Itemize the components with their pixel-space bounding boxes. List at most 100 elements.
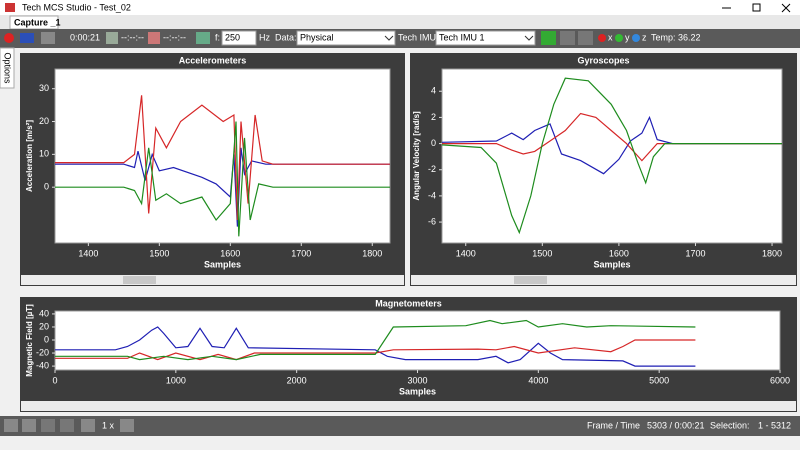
x-tick-label: 1400 <box>456 248 476 258</box>
data-line <box>55 319 696 361</box>
stop-button[interactable] <box>20 33 34 43</box>
play-button[interactable] <box>4 419 18 432</box>
scroll-thumb[interactable] <box>123 276 156 284</box>
window-title: Tech MCS Studio - Test_02 <box>22 2 131 12</box>
loop-button[interactable] <box>41 419 55 432</box>
data-line <box>441 77 782 235</box>
y-axis-label: Acceleration [m/s²] <box>25 120 34 192</box>
scrollbar[interactable] <box>411 275 796 285</box>
y-tick-label: 20 <box>39 321 49 331</box>
options-label[interactable]: Options <box>3 52 13 84</box>
x-indicator[interactable] <box>598 34 606 42</box>
plot-area <box>54 68 391 244</box>
x-tick-label: 1500 <box>532 248 552 258</box>
imu-value[interactable]: Tech IMU 1 <box>439 32 485 42</box>
data-line <box>55 121 390 237</box>
imu-dropdown[interactable] <box>435 30 536 46</box>
save-button[interactable] <box>41 32 55 44</box>
selection-label: Selection: <box>710 420 750 430</box>
x-tick-label: 1500 <box>149 248 169 258</box>
y-tick-label: 30 <box>39 83 49 93</box>
freq-value[interactable]: 250 <box>225 32 240 42</box>
data-label: Data: <box>275 32 297 42</box>
data-dropdown[interactable] <box>296 30 396 46</box>
y-tick-label: -4 <box>428 190 436 200</box>
chart-title: Gyroscopes <box>577 55 629 65</box>
x-axis-label: Samples <box>593 259 630 269</box>
axis-z-label: z <box>642 32 647 42</box>
y-tick-label: 2 <box>431 112 436 122</box>
imu-label: Tech IMU: <box>398 32 439 42</box>
x-tick-label: 1600 <box>220 248 240 258</box>
selection-value: 1 - 5312 <box>758 420 791 430</box>
data-line <box>55 326 696 367</box>
freq-icon[interactable] <box>196 32 210 44</box>
sensor-button[interactable] <box>541 31 556 45</box>
y-indicator[interactable] <box>615 34 623 42</box>
title-bar <box>0 0 800 15</box>
zoom-out-button[interactable] <box>81 419 95 432</box>
y-tick-label: 4 <box>431 86 436 96</box>
x-axis-label: Samples <box>204 259 241 269</box>
end-icon[interactable] <box>148 32 160 44</box>
x-tick-label: 4000 <box>528 375 548 385</box>
sync-button[interactable] <box>60 419 74 432</box>
freq-input[interactable] <box>221 30 257 46</box>
x-tick-label: 1800 <box>762 248 782 258</box>
z-indicator[interactable] <box>632 34 640 42</box>
x-tick-label: 2000 <box>287 375 307 385</box>
y-tick-label: -2 <box>428 164 436 174</box>
sensor-button[interactable] <box>560 31 575 45</box>
x-tick-label: 1800 <box>362 248 382 258</box>
y-tick-label: 0 <box>44 334 49 344</box>
status-bar <box>0 416 800 436</box>
y-tick-label: 40 <box>39 308 49 318</box>
y-axis-label: Magnetic Field [µT] <box>25 304 34 377</box>
y-tick-label: 0 <box>431 138 436 148</box>
scrollbar[interactable] <box>21 275 404 285</box>
end-time: --:--:-- <box>163 32 186 42</box>
axis-x-label: x <box>608 32 613 42</box>
sensor-button[interactable] <box>578 31 593 45</box>
maximize-button[interactable] <box>752 3 761 12</box>
data-line <box>441 115 782 175</box>
data-line <box>442 112 782 162</box>
zoom-in-button[interactable] <box>120 419 134 432</box>
dropdown-arrow <box>524 35 534 41</box>
plot-area <box>441 68 783 244</box>
x-tick-label: 1000 <box>166 375 186 385</box>
scrollbar[interactable] <box>21 401 796 411</box>
x-tick-label: 1700 <box>685 248 705 258</box>
frame-label: Frame / Time <box>587 420 640 430</box>
frame-value: 5303 / 0:00:21 <box>647 420 705 430</box>
close-button[interactable] <box>781 3 791 13</box>
scroll-thumb[interactable] <box>514 276 547 284</box>
options-tab[interactable] <box>0 47 15 89</box>
x-tick-label: 3000 <box>407 375 427 385</box>
y-axis-label: Angular Velocity [rad/s] <box>412 111 421 201</box>
x-tick-label: 6000 <box>770 375 790 385</box>
freq-label: f: <box>215 32 220 42</box>
record-button[interactable] <box>4 33 14 43</box>
data-line <box>55 95 390 221</box>
zoom-level: 1 x <box>102 420 115 430</box>
y-tick-label: 10 <box>39 149 49 159</box>
y-tick-label: -20 <box>36 347 49 357</box>
tab-row <box>0 15 800 29</box>
freq-unit: Hz <box>259 32 270 42</box>
app-icon <box>5 3 15 12</box>
data-line <box>55 339 696 361</box>
axis-y-label: y <box>625 32 630 42</box>
elapsed-time: 0:00:21 <box>70 32 100 42</box>
start-icon[interactable] <box>106 32 118 44</box>
stop-play-button[interactable] <box>22 419 36 432</box>
x-tick-label: 5000 <box>649 375 669 385</box>
x-tick-label: 1400 <box>78 248 98 258</box>
chart-title: Magnetometers <box>375 298 442 308</box>
tab-label[interactable]: Capture _1 <box>14 17 61 27</box>
data-value[interactable]: Physical <box>300 32 334 42</box>
x-axis-label: Samples <box>399 386 436 396</box>
temperature: Temp: 36.22 <box>651 32 701 42</box>
x-tick-label: 0 <box>52 375 57 385</box>
